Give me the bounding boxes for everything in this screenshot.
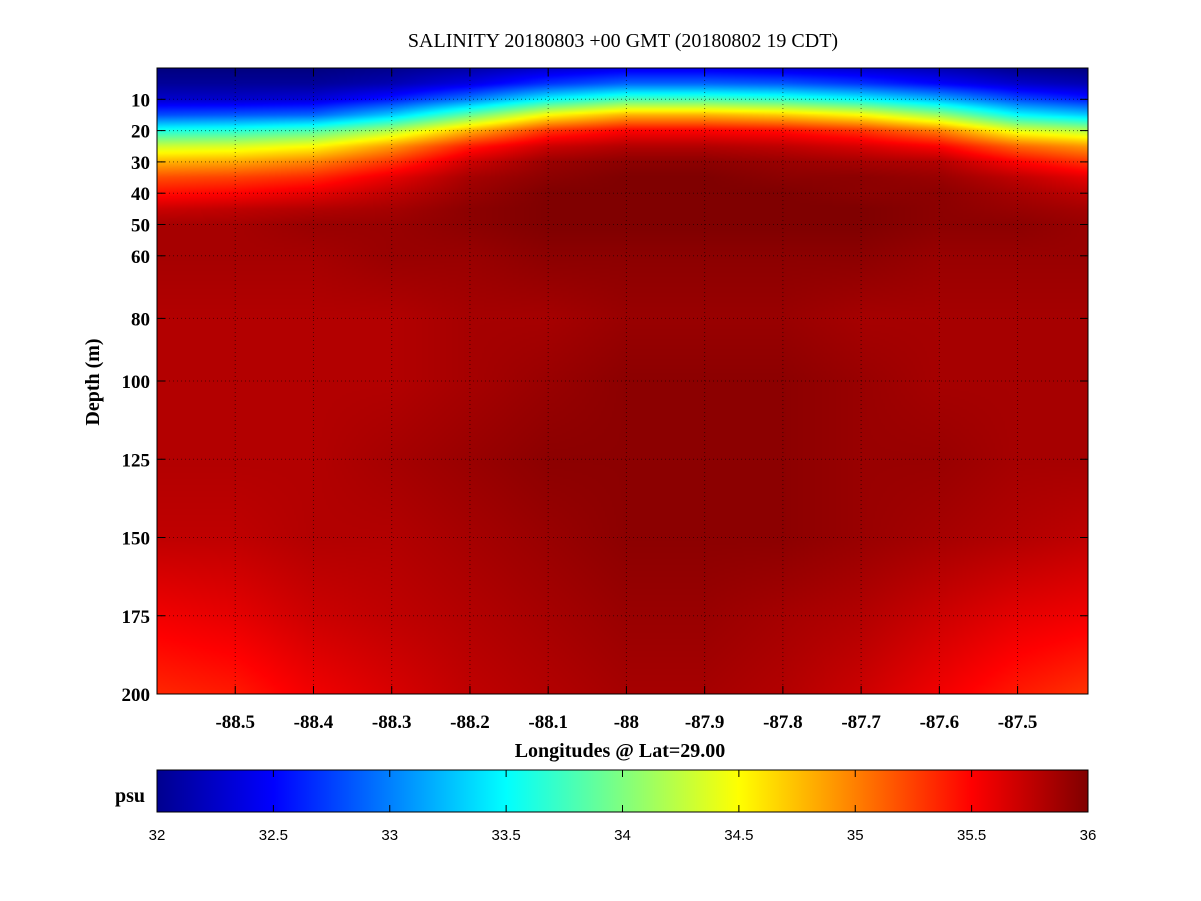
x-tick-label: -87.9 [685,712,725,733]
y-tick-label: 30 [131,153,150,174]
y-tick-label: 125 [122,450,151,471]
y-tick-label: 175 [122,607,151,628]
colorbar-tick-label: 35.5 [957,827,986,844]
y-tick-label: 100 [122,372,151,393]
x-tick-label: -88.3 [372,712,412,733]
x-tick-label: -87.8 [763,712,803,733]
y-tick-label: 50 [131,216,150,237]
y-tick-label: 10 [131,90,150,111]
y-tick-label: 150 [122,529,151,550]
x-tick-label: -88.2 [450,712,490,733]
colorbar-tick-label: 33.5 [492,827,521,844]
colorbar-tick-label: 33 [381,827,398,844]
x-tick-label: -87.6 [920,712,960,733]
colorbar-unit-label: psu [115,785,145,807]
y-axis-label: Depth (m) [82,338,104,425]
colorbar-ticks: 32 32.5 33 33.5 34 34.5 35 35.5 36 [149,770,1097,844]
x-tick-label: -88.4 [294,712,334,733]
colorbar-tick-label: 35 [847,827,864,844]
x-tick-label: -88 [614,712,639,733]
colorbar: psu 32 32.5 33 33.5 34 34.5 35 35.5 36 [115,769,1097,844]
x-axis-ticks: -88.5 -88.4 -88.3 -88.2 -88.1 -88 -87.9 -87.8 -8… [215,68,1037,733]
salinity-heatmap [157,68,1088,694]
colorbar-tick-label: 32.5 [259,827,288,844]
grid-lines [157,68,1088,694]
chart-title: SALINITY 20180803 +00 GMT (20180802 19 C… [408,30,838,52]
colorbar-tick-label: 34.5 [724,827,753,844]
colorbar-tick-label: 32 [149,827,166,844]
x-tick-label: -88.1 [528,712,568,733]
y-tick-label: 60 [131,247,150,268]
heatmap-plot-area: 10 20 30 40 50 60 80 100 125 150 175 200 -88.5 -88.4… [122,67,1089,733]
y-tick-label: 40 [131,184,150,205]
x-axis-label: Longitudes @ Lat=29.00 [515,740,726,762]
y-tick-label: 20 [131,122,150,143]
x-tick-label: -87.7 [841,712,881,733]
x-tick-label: -88.5 [215,712,255,733]
colorbar-tick-label: 34 [614,827,631,844]
y-tick-label: 200 [122,685,151,706]
y-axis-ticks: 10 20 30 40 50 60 80 100 125 150 175 200 [122,90,1088,706]
x-tick-label: -87.5 [998,712,1038,733]
colorbar-tick-label: 36 [1080,827,1097,844]
y-tick-label: 80 [131,309,150,330]
